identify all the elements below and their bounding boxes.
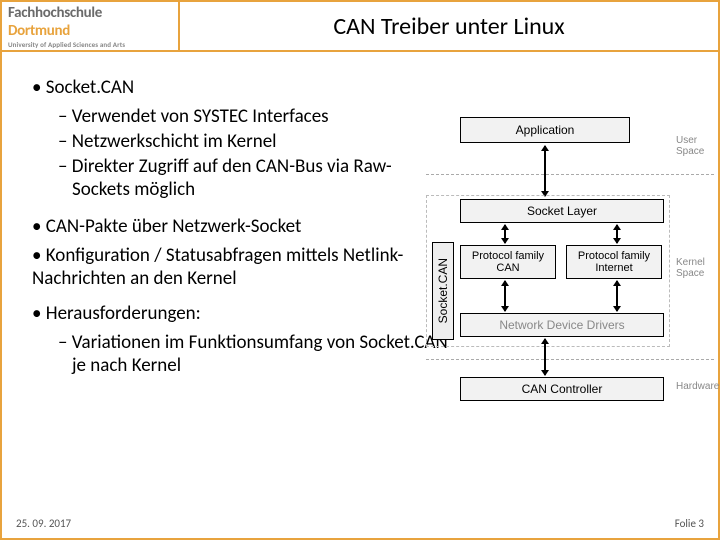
label-kernel-space: Kernel Space bbox=[676, 257, 716, 279]
box-can-controller: CAN Controller bbox=[460, 377, 664, 401]
box-application: Application bbox=[460, 117, 630, 143]
logo-box: Fachhochschule Dortmund University of Ap… bbox=[2, 2, 180, 50]
box-socket-layer: Socket Layer bbox=[460, 199, 664, 223]
label-user-space: User Space bbox=[676, 135, 716, 157]
architecture-diagram: Application User Space Socket Layer Sock… bbox=[426, 117, 716, 417]
footer: 25. 09. 2017 Folie 3 bbox=[2, 512, 718, 534]
sub-bullet: Verwendet von SYSTEC Interfaces bbox=[58, 105, 448, 128]
logo-text: Fachhochschule Dortmund bbox=[8, 4, 178, 40]
sub-bullet: Direkter Zugriff auf den CAN-Bus via Raw… bbox=[58, 155, 448, 201]
label-hardware: Hardware bbox=[676, 381, 716, 392]
footer-date: 25. 09. 2017 bbox=[16, 517, 71, 530]
block-packets: CAN-Pakte über Netzwerk-Socket Konfigura… bbox=[20, 215, 440, 290]
divider-user-kernel bbox=[426, 174, 714, 175]
bullet-config: Konfiguration / Statusabfragen mittels N… bbox=[32, 244, 440, 290]
sub-bullet: Variationen im Funktionsumfang von Socke… bbox=[58, 331, 448, 377]
logo-subtitle: University of Applied Sciences and Arts bbox=[8, 40, 178, 49]
header: Fachhochschule Dortmund University of Ap… bbox=[2, 2, 718, 52]
bullet-socketcan: Socket.CAN bbox=[32, 76, 700, 99]
arrow-inet-netdev bbox=[616, 281, 618, 311]
arrow-socket-can bbox=[504, 225, 506, 243]
page-title: CAN Treiber unter Linux bbox=[333, 12, 564, 41]
logo-fh: Fachhochschule bbox=[8, 4, 102, 22]
slide: Fachhochschule Dortmund University of Ap… bbox=[0, 0, 720, 540]
box-pf-inet: Protocol family Internet bbox=[566, 245, 662, 279]
title-box: CAN Treiber unter Linux bbox=[180, 2, 718, 50]
arrow-netdev-ctrl bbox=[544, 339, 546, 375]
bullet-packets: CAN-Pakte über Netzwerk-Socket bbox=[32, 215, 440, 238]
box-netdev: Network Device Drivers bbox=[460, 313, 664, 337]
divider-kernel-hw bbox=[426, 359, 714, 360]
logo-do: Dortmund bbox=[8, 22, 70, 40]
arrow-app-socket bbox=[544, 146, 546, 196]
footer-page: Folie 3 bbox=[675, 517, 704, 530]
box-socketcan-vert: Socket.CAN bbox=[432, 242, 454, 340]
arrow-can-netdev bbox=[504, 281, 506, 311]
sub-bullet: Netzwerkschicht im Kernel bbox=[58, 130, 448, 153]
arrow-socket-inet bbox=[616, 225, 618, 243]
box-pf-can: Protocol family CAN bbox=[460, 245, 556, 279]
